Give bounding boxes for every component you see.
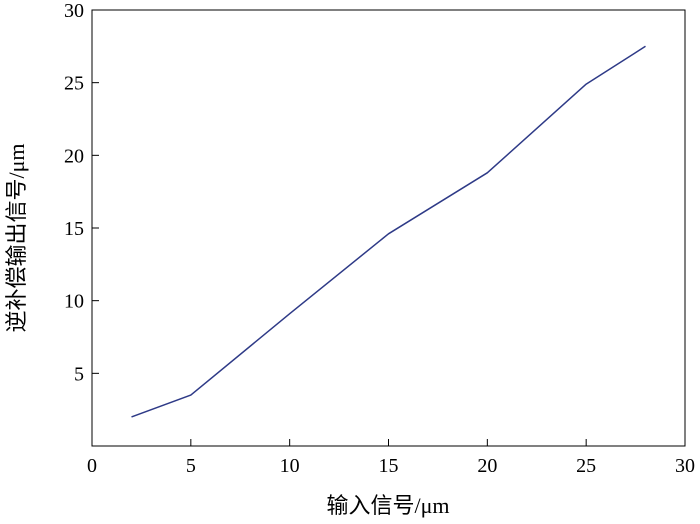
series-layer	[131, 45, 646, 418]
series-line-0	[131, 45, 646, 418]
x-tick-label: 20	[477, 455, 497, 477]
x-tick-label: 15	[379, 455, 399, 477]
x-tick-label: 5	[186, 455, 196, 477]
y-axis-title: 逆补偿输出信号/μm	[4, 143, 29, 332]
x-tick-label: 0	[87, 455, 97, 477]
plot-area-frame	[91, 9, 686, 447]
x-axis-ticks: 0 5 10 15 20 25 30	[87, 439, 695, 477]
y-tick-label: 5	[74, 363, 84, 385]
y-tick-label: 10	[64, 291, 84, 313]
x-tick-label: 30	[675, 455, 695, 477]
x-axis-title: 输入信号/μm	[326, 493, 449, 518]
x-tick-label: 25	[576, 455, 596, 477]
y-tick-label: 25	[64, 73, 84, 95]
y-axis-ticks: 5 10 15 20 25 30	[64, 0, 99, 385]
x-tick-label: 10	[280, 455, 300, 477]
y-tick-label: 30	[64, 0, 84, 22]
y-tick-label: 15	[64, 218, 84, 240]
y-tick-label: 20	[64, 145, 84, 167]
